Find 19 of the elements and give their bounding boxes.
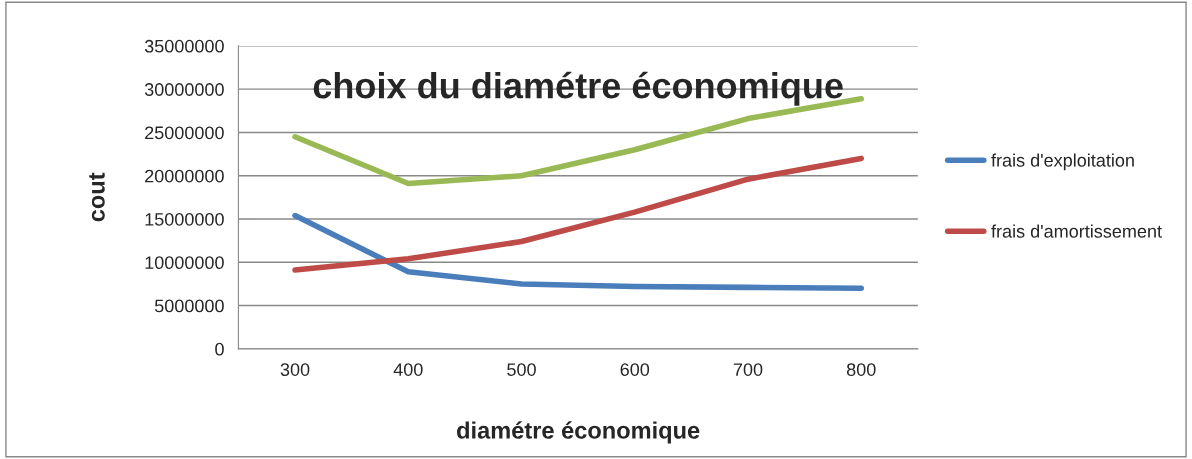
x-tick-label: 400 xyxy=(393,363,423,376)
y-tick-label: 20000000 xyxy=(145,169,224,183)
y-tick-label: 0 xyxy=(215,342,224,356)
legend-label: frais d'exploitation xyxy=(991,153,1134,171)
x-tick-label: 700 xyxy=(733,363,763,376)
legend-label: frais d'amortissement xyxy=(991,224,1162,238)
x-tick-label: 500 xyxy=(507,363,536,376)
y-tick-label: 15000000 xyxy=(145,212,224,226)
y-tick-label: 35000000 xyxy=(144,39,224,53)
y-tick-label: 5000000 xyxy=(154,299,224,313)
y-tick-label: 30000000 xyxy=(144,83,224,96)
x-tick-label: 300 xyxy=(280,363,310,376)
y-tick-label: 10000000 xyxy=(145,256,224,270)
text: choix du diamétre économique xyxy=(313,71,843,106)
y-tick-label: 25000000 xyxy=(145,126,224,140)
y-axis-title: cout xyxy=(89,172,105,222)
x-tick-label: 800 xyxy=(846,363,876,376)
x-tick-label: 600 xyxy=(620,363,650,376)
x-axis-title: diamétre économique xyxy=(457,421,700,444)
